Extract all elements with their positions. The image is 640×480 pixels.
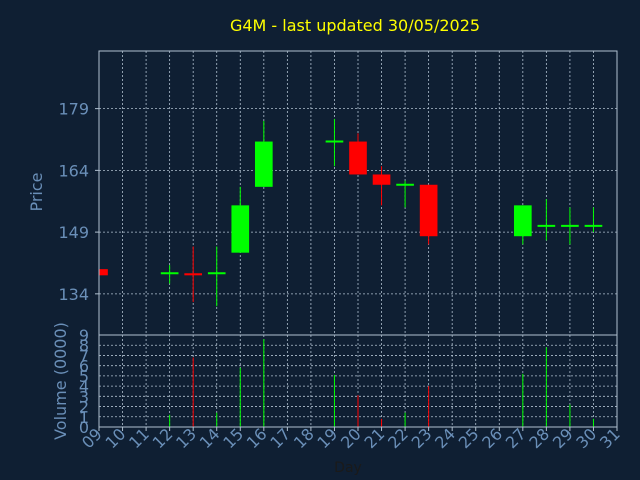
candle-body	[231, 205, 250, 253]
price-tick-label: 134	[58, 285, 89, 304]
volume-tick-label: 4	[79, 377, 89, 396]
volume-tick-label: 9	[79, 326, 89, 345]
price-tick-label: 149	[58, 223, 89, 242]
price-tick-label: 179	[58, 100, 89, 119]
candle-body	[99, 269, 108, 276]
candle-body	[349, 141, 367, 175]
price-tick-label: 164	[58, 161, 89, 180]
volume-tick-label: 8	[79, 336, 89, 355]
candle-body	[254, 141, 273, 187]
volume-axis-label: Volume (0000)	[51, 322, 70, 440]
candle-body	[372, 174, 391, 185]
price-axis-label: Price	[27, 172, 46, 211]
x-axis-label: Day	[334, 460, 362, 476]
chart-title: G4M - last updated 30/05/2025	[230, 16, 480, 35]
candle-body	[184, 273, 203, 276]
volume-tick-label: 6	[79, 357, 89, 376]
volume-tick-label: 1	[79, 408, 89, 427]
volume-tick-label: 3	[79, 387, 89, 406]
candle-body	[513, 205, 532, 237]
volume-tick-label: 7	[79, 346, 89, 365]
volume-tick-label: 5	[79, 367, 89, 386]
volume-tick-label: 2	[79, 398, 89, 417]
candle-body	[419, 184, 438, 237]
volume-tick-label: 0	[79, 418, 89, 437]
mark-layer	[99, 118, 603, 427]
